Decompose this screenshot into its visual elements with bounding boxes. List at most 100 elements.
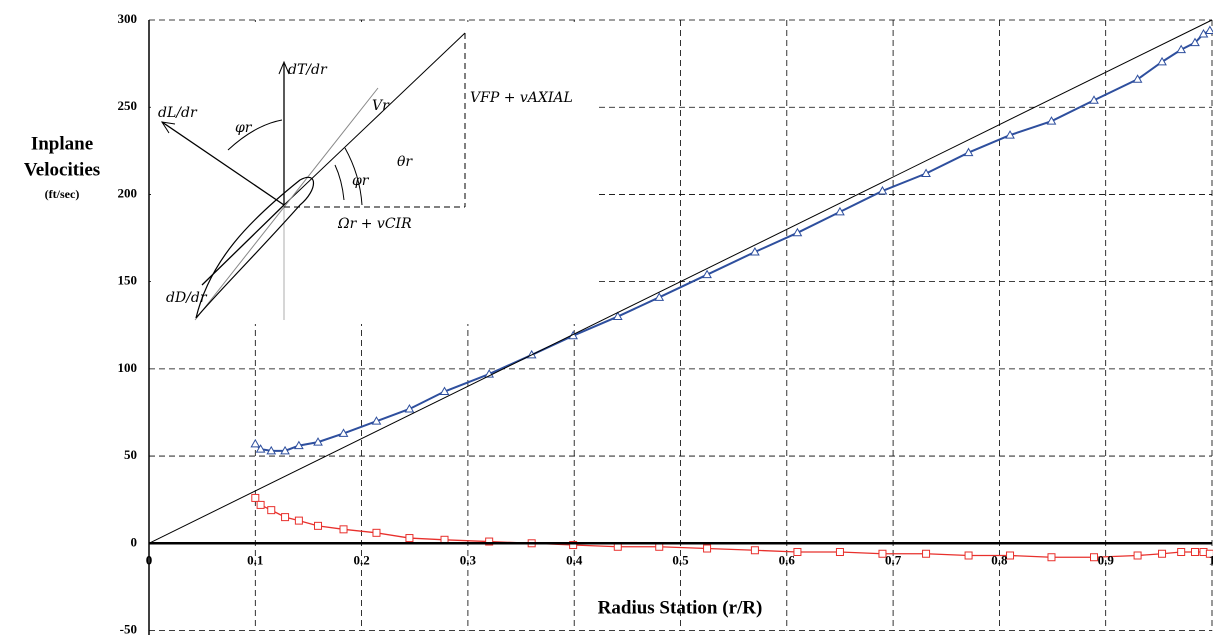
inset-arc [344,147,363,206]
marker [835,206,845,216]
inset-label: Vr [372,98,390,114]
x-tick-label: 0.7 [885,552,902,567]
inset-label: VFP + vAXIAL [470,90,573,106]
marker [569,541,578,550]
marker [612,311,623,321]
y-tick-label: 250 [118,98,138,113]
y-tick-label: -50 [120,621,137,635]
marker [750,246,760,256]
inset-label: Ωr + vCIR [337,216,412,232]
marker [922,549,931,558]
marker [255,444,266,453]
marker [1132,74,1143,83]
marker [256,500,265,509]
marker [338,428,349,437]
marker [439,386,450,396]
inset-label: dT/dr [288,62,328,78]
inset-label: φr [352,173,370,189]
y-tick-label: 0 [131,534,138,549]
x-tick-label: 0.1 [247,552,263,567]
marker [792,227,803,237]
marker [1090,553,1099,562]
x-tick-label: 0.2 [353,552,369,567]
y-axis-label: Inplane [31,133,93,154]
x-tick-label: 0.3 [460,552,477,567]
marker [1005,130,1015,139]
marker [267,506,276,515]
marker [702,269,712,279]
inset-label: θr [397,154,413,170]
inset-arc [227,119,283,151]
y-axis-units: (ft/sec) [45,187,80,201]
marker [1047,553,1056,562]
series-line [254,497,1211,558]
inset-arrow [161,121,285,206]
marker [1205,25,1213,34]
blade-diagram: dT/dr dL/dr φr Vr θr φr VFP + vAXIAL Ωr + vCIR d… [151,22,595,324]
marker [372,528,381,537]
marker [1133,551,1142,560]
marker [750,546,759,555]
y-tick-label: 150 [118,273,138,288]
x-axis-label: Radius Station (r/R) [598,597,763,618]
marker [1157,56,1167,66]
marker [654,292,665,301]
marker [294,516,303,525]
marker [1046,116,1057,125]
x-tick-label: 1 [1209,552,1213,567]
marker [339,525,348,534]
y-axis-label: Velocities [24,159,100,180]
marker [793,548,802,557]
inset-arrow [201,204,285,286]
marker [1190,37,1200,47]
marker [921,168,931,177]
marker [963,147,974,157]
marker [404,403,415,413]
marker [1089,95,1099,104]
marker [250,438,261,448]
inset-label: dD/dr [166,290,208,306]
inset-chord [194,87,379,321]
marker [314,521,323,530]
inset-label: φr [235,120,253,136]
marker [877,185,888,195]
marker [1158,549,1167,558]
inset-line [283,32,466,206]
plot-area [148,19,1213,562]
x-tick-label: 0.6 [779,552,796,567]
inset-arrowhead [160,121,176,134]
inset-label: dL/dr [158,105,198,121]
marker [313,437,323,446]
series-line [148,19,1213,544]
y-tick-label: 100 [118,360,138,375]
marker [281,513,290,522]
marker [964,551,973,560]
marker [1190,548,1199,557]
marker [371,416,382,425]
y-tick-label: 50 [124,447,137,462]
marker [1177,548,1186,557]
y-tick-label: 300 [118,11,138,26]
marker [251,493,260,502]
marker [485,537,494,546]
marker [1176,44,1187,54]
marker [878,549,887,558]
inset-background [151,22,595,324]
marker [405,534,414,543]
y-tick-label: 200 [118,185,138,200]
marker [835,548,844,557]
inset-arrowhead [278,60,290,75]
x-tick-label: 0.4 [566,552,583,567]
marker [1006,551,1015,560]
x-tick-label: 0.8 [991,552,1008,567]
inset-blade [195,176,314,319]
x-tick-label: 0.5 [672,552,689,567]
marker [280,445,290,455]
marker [1205,549,1213,558]
marker [266,445,277,455]
marker [294,440,304,450]
inset-arc [334,164,345,201]
marker [703,544,712,553]
